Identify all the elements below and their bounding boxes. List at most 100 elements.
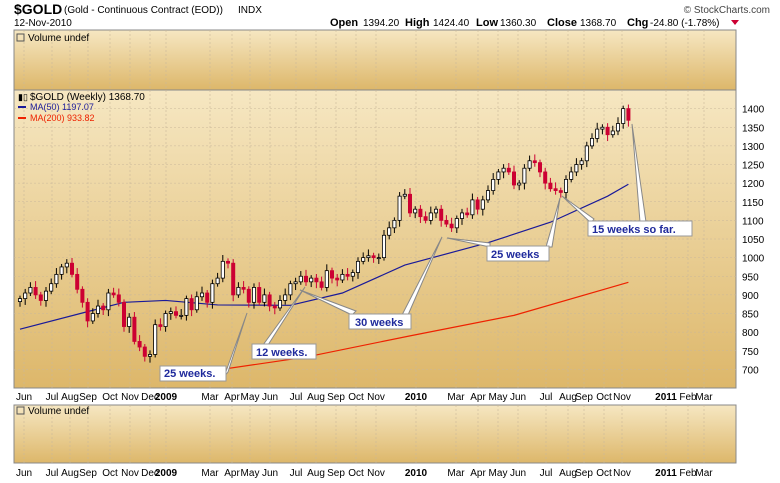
candle-body xyxy=(194,296,199,311)
y-tick-label: 850 xyxy=(742,310,759,321)
legend-price: $GOLD (Weekly) 1368.70 xyxy=(30,92,145,103)
candle-body xyxy=(387,227,392,236)
low-label: Low xyxy=(476,17,498,29)
candle-body xyxy=(329,270,334,279)
candle-body xyxy=(543,171,548,184)
candle-body xyxy=(340,273,345,281)
candle-body xyxy=(376,257,381,260)
volume-panel-bottom xyxy=(13,404,737,464)
low-value: 1360.30 xyxy=(500,18,537,29)
y-tick-label: 1250 xyxy=(742,161,765,172)
candle-body xyxy=(189,298,194,311)
x-tick-label: Oct xyxy=(102,392,118,403)
x-tick-label: 2010 xyxy=(405,392,428,403)
candle-body xyxy=(319,281,324,288)
volume-panel-top xyxy=(13,29,737,91)
candle-body xyxy=(439,208,444,221)
x-tick-label: Apr xyxy=(224,468,240,479)
callout-30-weeks-left xyxy=(299,289,357,316)
candle-body xyxy=(38,294,43,301)
volume-label-bottom-text: Volume undef xyxy=(28,406,89,417)
candle-body xyxy=(553,188,558,191)
x-tick-label: Apr xyxy=(470,468,486,479)
candle-body xyxy=(355,260,360,273)
x-tick-label: Sep xyxy=(575,468,593,479)
candle-body xyxy=(199,292,204,298)
x-tick-label: Oct xyxy=(596,468,612,479)
candle-body xyxy=(101,305,106,311)
candles xyxy=(17,104,631,363)
candle-body xyxy=(28,287,33,294)
exchange-label: INDX xyxy=(238,5,262,16)
candle-icon: ▮▯ xyxy=(18,92,28,102)
candle-body xyxy=(49,283,54,292)
y-tick-label: 700 xyxy=(742,365,759,376)
x-tick-label: Sep xyxy=(79,392,97,403)
candle-body xyxy=(407,193,412,214)
x-tick-label: Jun xyxy=(510,392,526,403)
y-tick-label: 1200 xyxy=(742,179,765,190)
candle-body xyxy=(470,199,475,216)
candle-body xyxy=(600,126,605,130)
x-tick-label: 2011 xyxy=(655,468,677,479)
x-tick-label: Aug xyxy=(559,468,577,479)
candle-body xyxy=(444,219,449,225)
x-tick-label: Jun xyxy=(262,392,278,403)
candle-body xyxy=(527,160,532,169)
candle-body xyxy=(293,281,298,285)
callout-text: 30 weeks xyxy=(355,317,403,329)
candle-body xyxy=(272,305,277,309)
candle-body xyxy=(147,354,152,357)
y-tick-label: 1300 xyxy=(742,142,765,153)
candle-body xyxy=(548,182,553,190)
candle-body xyxy=(80,288,85,303)
instrument-name: (Gold - Continuous Contract (EOD)) xyxy=(64,5,223,16)
x-tick-label: Jul xyxy=(290,468,303,479)
candle-body xyxy=(532,160,537,164)
candle-body xyxy=(179,314,184,317)
y-axis: 700 750 800 850 900 950 1000 1050 1100 1150 1200 12… xyxy=(742,105,765,377)
watermark: © StockCharts.com xyxy=(684,5,770,16)
y-tick-label: 750 xyxy=(742,347,759,358)
x-tick-label: May xyxy=(241,468,260,479)
candle-body xyxy=(44,290,49,301)
candle-body xyxy=(449,223,454,229)
candle-body xyxy=(111,292,116,296)
x-tick-label: Oct xyxy=(102,468,118,479)
candle-body xyxy=(70,262,75,275)
x-tick-label: 2011 xyxy=(655,392,677,403)
candle-body xyxy=(163,313,168,327)
y-tick-label: 1400 xyxy=(742,105,765,116)
callout-box xyxy=(587,220,693,237)
grid xyxy=(14,30,736,463)
close-label: Close xyxy=(547,17,577,29)
candle-body xyxy=(246,288,251,303)
candle-body xyxy=(485,190,490,201)
x-tick-label: May xyxy=(489,392,508,403)
candle-body xyxy=(303,275,308,283)
x-tick-label: Mar xyxy=(447,392,465,403)
candle-body xyxy=(85,301,90,322)
high-value: 1424.40 xyxy=(433,18,470,29)
x-tick-label: Mar xyxy=(695,468,713,479)
candle-body xyxy=(173,311,178,316)
x-tick-label: Aug xyxy=(61,392,79,403)
x-tick-label: Sep xyxy=(327,468,345,479)
callout-30-weeks: 30 weeks xyxy=(348,236,443,330)
candle-body xyxy=(59,266,64,275)
candle-body xyxy=(595,128,600,139)
candle-body xyxy=(512,171,517,186)
x-tick-label: May xyxy=(489,468,508,479)
x-tick-label: Mar xyxy=(695,392,713,403)
x-tick-label: Sep xyxy=(79,468,97,479)
candle-body xyxy=(459,212,464,219)
candle-body xyxy=(626,108,631,121)
callout-25-weeks-a: 25 weeks. xyxy=(159,312,248,382)
candle-body xyxy=(590,138,595,147)
candle-body xyxy=(428,212,433,221)
volume-label-top: Volume undef xyxy=(16,33,89,44)
x-tick-label: Sep xyxy=(327,392,345,403)
candle-body xyxy=(538,162,543,173)
